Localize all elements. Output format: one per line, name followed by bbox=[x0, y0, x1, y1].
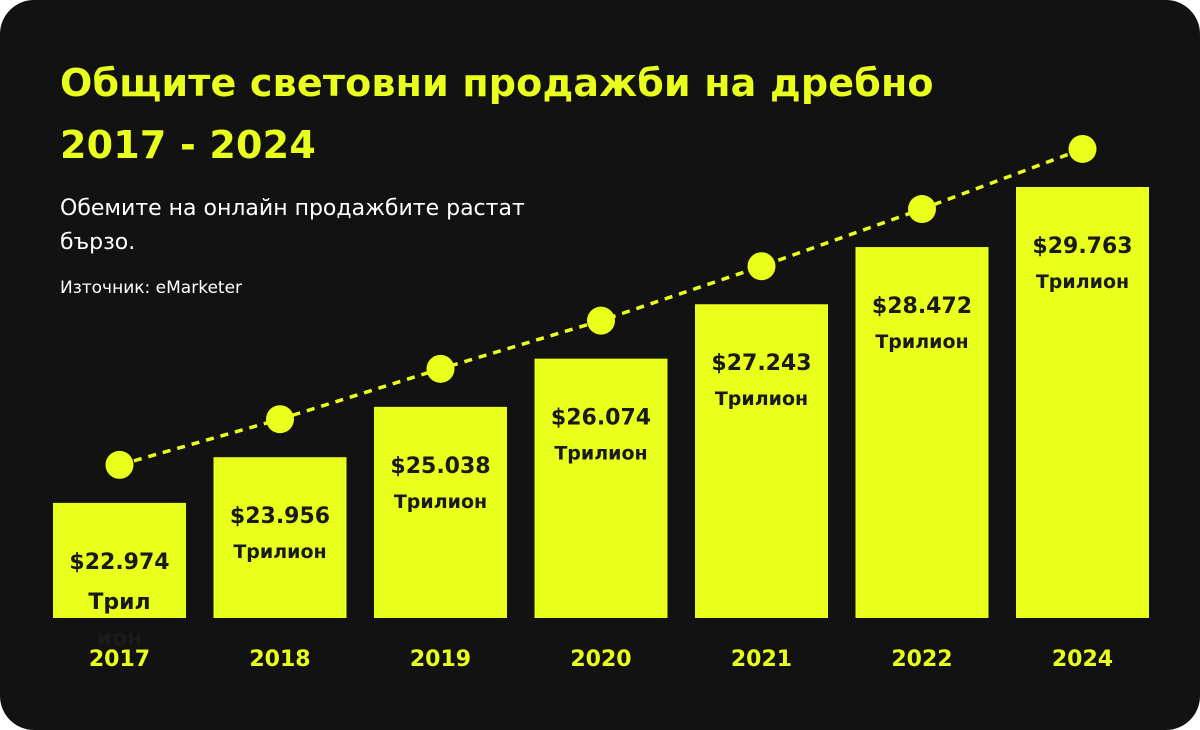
x-tick-label-2022: 2022 bbox=[891, 647, 952, 672]
trend-dot-2019 bbox=[426, 354, 455, 383]
bar-value-label-2024: $29.763 bbox=[1032, 234, 1132, 259]
bar-unit-label-2020: Трилион bbox=[554, 443, 647, 465]
bar-unit-label-2017-1: Трил bbox=[88, 590, 150, 615]
x-tick-label-2021: 2021 bbox=[731, 647, 792, 672]
trend-dot-2024 bbox=[1068, 134, 1097, 163]
trend-dot-2022 bbox=[908, 195, 936, 224]
bar-value-label-2021: $27.243 bbox=[711, 351, 811, 376]
x-tick-label-2018: 2018 bbox=[249, 647, 310, 672]
chart-source: Източник: eMarketer bbox=[60, 278, 243, 298]
bars bbox=[53, 186, 1149, 618]
x-tick-label-2019: 2019 bbox=[410, 647, 471, 672]
bar-unit-label-2021: Трилион bbox=[715, 388, 808, 410]
bar-value-label-2017: $22.974 bbox=[69, 550, 169, 575]
trend-line bbox=[105, 134, 1097, 479]
chart-title-line-1: Общите световни продажби на дребно bbox=[60, 61, 934, 105]
trend-dot-2020 bbox=[587, 306, 615, 335]
bar-unit-label-2022: Трилион bbox=[875, 331, 968, 353]
chart-title: Общите световни продажби на дребно 2017 … bbox=[60, 52, 1060, 176]
bar-labels: $22.974Трилион2017$23.956Трилион2018$25.… bbox=[69, 234, 1132, 672]
trend-dot-2021 bbox=[747, 252, 776, 281]
bar-2024 bbox=[1016, 186, 1149, 618]
bar-value-label-2022: $28.472 bbox=[872, 294, 972, 319]
chart-subtitle: Обемите на онлайн продажбите растат бърз… bbox=[60, 196, 525, 255]
x-tick-label-2020: 2020 bbox=[570, 647, 631, 672]
bar-2022 bbox=[855, 247, 989, 618]
bar-unit-label-2019: Трилион bbox=[394, 491, 487, 513]
trend-dot-2018 bbox=[266, 405, 294, 434]
bar-value-label-2018: $23.956 bbox=[230, 504, 330, 529]
bar-value-label-2019: $25.038 bbox=[390, 454, 490, 479]
bar-2017 bbox=[53, 502, 186, 618]
x-tick-label-2024: 2024 bbox=[1052, 647, 1113, 672]
bar-2018 bbox=[213, 457, 347, 618]
x-tick-label-2017: 2017 bbox=[89, 647, 150, 672]
bar-2020 bbox=[534, 358, 668, 618]
bar-2021 bbox=[695, 304, 828, 618]
bar-2019 bbox=[374, 406, 507, 618]
chart-title-line-2: 2017 - 2024 bbox=[60, 123, 316, 167]
bar-unit-label-2024: Трилион bbox=[1036, 271, 1129, 293]
bar-unit-label-2018: Трилион bbox=[233, 541, 326, 563]
trend-dot-2017 bbox=[105, 450, 134, 479]
bar-unit-label-2017-2: ион bbox=[97, 626, 143, 651]
bar-value-label-2020: $26.074 bbox=[551, 406, 651, 431]
